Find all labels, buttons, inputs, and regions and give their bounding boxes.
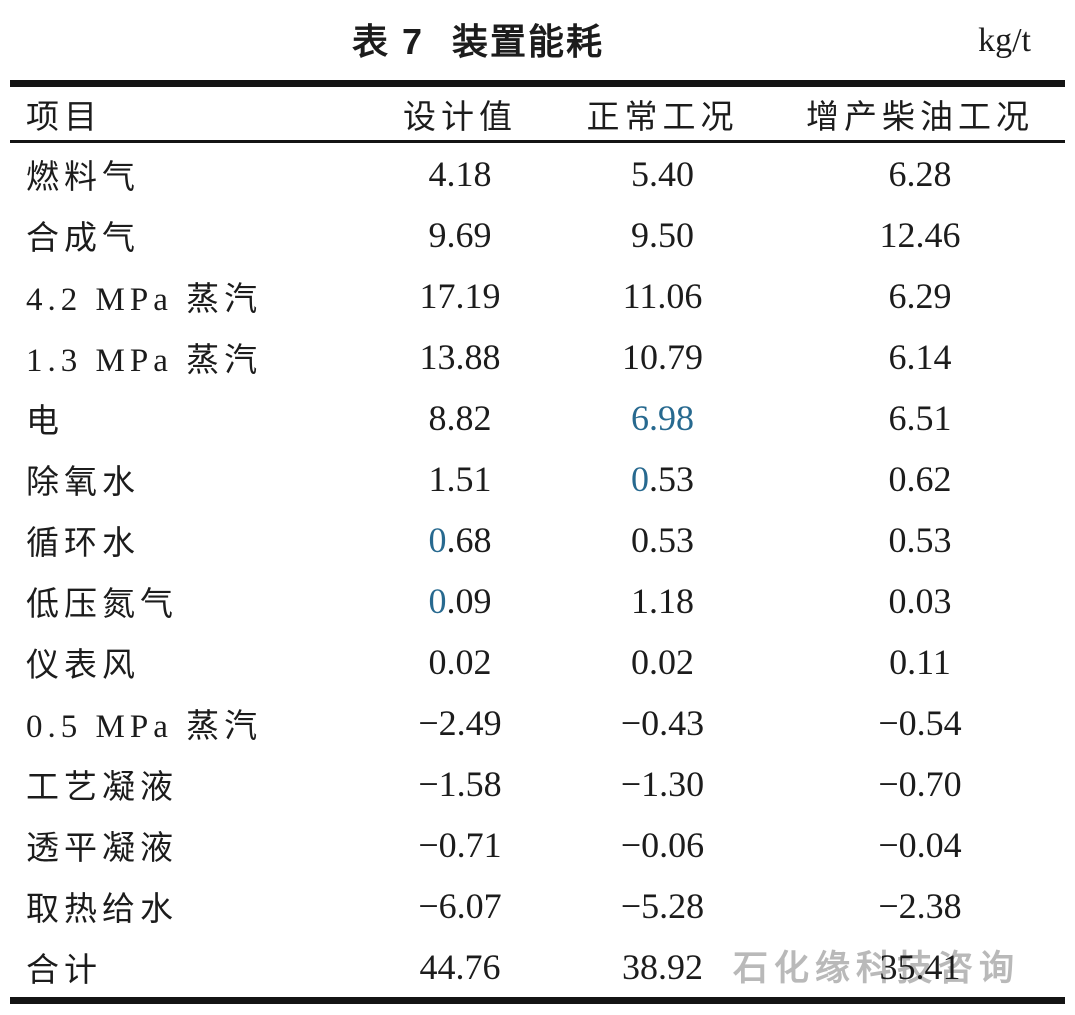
cell-value: −0.43 xyxy=(620,702,705,743)
table-row: 循环水 0.68 0.53 0.53 xyxy=(10,509,1065,570)
table-bottom-rule xyxy=(10,997,1065,1004)
watermark-text: 石化缘科技咨询 xyxy=(733,949,1021,988)
cell-value: 10.79 xyxy=(622,336,703,377)
cell-value: 0.02 xyxy=(428,641,492,682)
cell-value: −5.28 xyxy=(620,885,705,926)
cell-value: 44.76 xyxy=(419,946,501,987)
table-title: 装置能耗 xyxy=(452,21,605,62)
column-header-design: 设计值 xyxy=(403,99,517,136)
cell-value: 35.41 xyxy=(879,946,961,987)
cell-value: −0.70 xyxy=(878,763,962,804)
cell-value: 0.53 xyxy=(631,458,694,499)
column-header-diesel: 增产柴油工况 xyxy=(806,99,1034,136)
table-header: 项目 设计值 正常工况 增产柴油工况 xyxy=(10,87,1065,140)
row-item-label: 0.5 MPa 蒸汽 xyxy=(26,708,263,745)
cell-value: 6.14 xyxy=(888,336,952,377)
cell-value: −0.04 xyxy=(878,824,962,865)
row-item-label: 合成气 xyxy=(26,220,140,257)
row-item-label: 1.3 MPa 蒸汽 xyxy=(26,342,263,379)
cell-value: 11.06 xyxy=(622,275,703,316)
table-row: 电 8.82 6.98 6.51 xyxy=(10,387,1065,448)
cell-value: 0.53 xyxy=(631,519,694,560)
cell-value: 6.98 xyxy=(631,397,694,438)
table-top-rule xyxy=(10,80,1065,87)
cell-value: 12.46 xyxy=(879,214,961,255)
table-row: 透平凝液 −0.71 −0.06 −0.04 xyxy=(10,814,1065,875)
cell-value: −0.54 xyxy=(878,702,962,743)
row-item-label: 合计 xyxy=(26,952,102,989)
energy-consumption-table: 项目 设计值 正常工况 增产柴油工况 燃料气 4.18 5.40 6.28 合成… xyxy=(10,80,1065,1004)
row-item-label: 除氧水 xyxy=(26,464,140,501)
cell-value: 8.82 xyxy=(428,397,492,438)
row-item-label: 燃料气 xyxy=(26,159,140,196)
cell-value: 1.51 xyxy=(428,458,492,499)
cell-value: 9.50 xyxy=(631,214,694,255)
cell-value: −0.71 xyxy=(418,824,502,865)
column-header-normal: 正常工况 xyxy=(586,99,739,136)
cell-value: 0.62 xyxy=(888,458,952,499)
cell-value: 17.19 xyxy=(419,275,501,316)
cell-value: −1.58 xyxy=(418,763,502,804)
table-header-rule xyxy=(10,140,1065,143)
table-row: 低压氮气 0.09 1.18 0.03 xyxy=(10,570,1065,631)
table-body: 燃料气 4.18 5.40 6.28 合成气 9.69 9.50 12.46 4… xyxy=(10,143,1065,997)
unit-label: kg/t xyxy=(978,22,1031,59)
cell-value: −6.07 xyxy=(418,885,502,926)
cell-value: 38.92 xyxy=(622,946,703,987)
cell-value: 6.29 xyxy=(888,275,952,316)
cell-value: 0.53 xyxy=(888,519,952,560)
row-item-label: 透平凝液 xyxy=(26,830,178,867)
table-row: 0.5 MPa 蒸汽 −2.49 −0.43 −0.54 xyxy=(10,692,1065,753)
cell-value: 0.11 xyxy=(889,641,951,682)
row-item-label: 循环水 xyxy=(26,525,140,562)
table-row: 4.2 MPa 蒸汽 17.19 11.06 6.29 xyxy=(10,265,1065,326)
column-header-item: 项目 xyxy=(26,99,102,136)
table-row: 工艺凝液 −1.58 −1.30 −0.70 xyxy=(10,753,1065,814)
cell-value: 4.18 xyxy=(428,153,492,194)
row-item-label: 低压氮气 xyxy=(26,586,178,623)
cell-value: −1.30 xyxy=(620,763,705,804)
cell-value: 9.69 xyxy=(428,214,492,255)
table-caption: 表 7 装置能耗 xyxy=(352,14,604,64)
cell-value: −2.38 xyxy=(878,885,962,926)
row-item-label: 工艺凝液 xyxy=(26,769,178,806)
table-row: 合成气 9.69 9.50 12.46 xyxy=(10,204,1065,265)
row-item-label: 电 xyxy=(26,403,64,440)
row-item-label: 仪表风 xyxy=(26,647,140,684)
table-row-total: 合计 44.76 38.92 35.41 xyxy=(10,936,1065,997)
row-item-label: 4.2 MPa 蒸汽 xyxy=(26,281,263,318)
cell-value: 0.68 xyxy=(428,519,492,560)
table-row: 1.3 MPa 蒸汽 13.88 10.79 6.14 xyxy=(10,326,1065,387)
cell-value: 0.09 xyxy=(428,580,492,621)
cell-value: 13.88 xyxy=(419,336,501,377)
cell-value: −2.49 xyxy=(418,702,502,743)
cell-value: 1.18 xyxy=(631,580,694,621)
table-row: 燃料气 4.18 5.40 6.28 xyxy=(10,143,1065,204)
table-row: 仪表风 0.02 0.02 0.11 xyxy=(10,631,1065,692)
table-row: 除氧水 1.51 0.53 0.62 xyxy=(10,448,1065,509)
table-number: 表 7 xyxy=(352,21,425,62)
table-row: 取热给水 −6.07 −5.28 −2.38 xyxy=(10,875,1065,936)
cell-value: 6.28 xyxy=(888,153,952,194)
cell-value: 0.02 xyxy=(631,641,694,682)
row-item-label: 取热给水 xyxy=(26,891,178,928)
cell-value: −0.06 xyxy=(620,824,705,865)
header-row: 项目 设计值 正常工况 增产柴油工况 xyxy=(10,87,1065,140)
cell-value: 6.51 xyxy=(888,397,952,438)
cell-value: 5.40 xyxy=(631,153,694,194)
cell-value: 0.03 xyxy=(888,580,952,621)
